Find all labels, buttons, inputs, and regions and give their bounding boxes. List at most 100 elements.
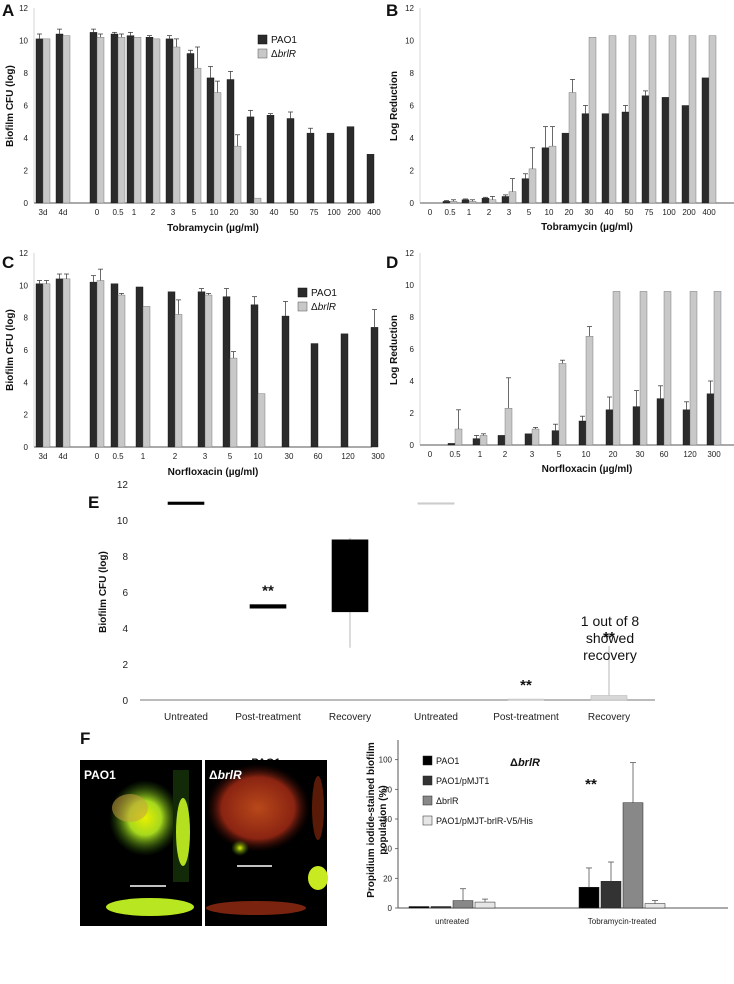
x-tick-label-c-12: 300 bbox=[371, 452, 385, 461]
significance-e-5: ** bbox=[603, 629, 615, 646]
x-axis-title-b: Tobramycin (µg/ml) bbox=[541, 222, 633, 233]
legend-c-brlr-swatch bbox=[297, 301, 308, 312]
x-tick-label-b-5: 5 bbox=[527, 208, 532, 217]
y-tick-label-e-5: 10 bbox=[117, 516, 129, 527]
bar-a-brlr-8 bbox=[213, 92, 222, 204]
x-tick-label-f-1: Tobramycin-treated bbox=[588, 917, 656, 926]
box-e-0 bbox=[167, 501, 205, 505]
x-tick-label-a-16: 400 bbox=[367, 208, 381, 217]
bar-d-pao1-5 bbox=[551, 430, 560, 446]
y-tick-label-b-3: 6 bbox=[410, 102, 415, 111]
bar-d-pao1-1 bbox=[447, 443, 456, 446]
bar-b-pao1-8 bbox=[581, 113, 590, 204]
x-tick-label-d-7: 20 bbox=[609, 450, 618, 459]
bar-c-pao1-10 bbox=[310, 343, 319, 448]
x-tick-label-b-4: 3 bbox=[507, 208, 512, 217]
panel-label-b: B bbox=[386, 1, 398, 20]
panel-label-d: D bbox=[386, 253, 398, 272]
legend-a: PAO1 ΔbrlR bbox=[257, 34, 297, 60]
x-tick-label-a-3: 0.5 bbox=[112, 208, 124, 217]
legend-a-brlr-swatch bbox=[257, 48, 268, 59]
y-tick-label-e-0: 0 bbox=[122, 696, 128, 707]
x-tick-label-a-2: 0 bbox=[95, 208, 100, 217]
panel-label-e: E bbox=[88, 493, 99, 512]
bar-b-pao1-6 bbox=[541, 147, 550, 204]
bar-f-1-0 bbox=[430, 906, 452, 909]
box-e-2 bbox=[331, 539, 369, 613]
x-tick-label-a-9: 20 bbox=[230, 208, 239, 217]
bar-b-pao1-1 bbox=[442, 201, 451, 204]
x-tick-label-c-6: 3 bbox=[203, 452, 208, 461]
x-tick-label-c-0: 3d bbox=[39, 452, 48, 461]
x-tick-label-b-6: 10 bbox=[545, 208, 554, 217]
y-tick-label-f-4: 80 bbox=[383, 785, 392, 794]
y-tick-label-e-1: 2 bbox=[122, 660, 128, 671]
x-tick-label-a-13: 75 bbox=[310, 208, 319, 217]
bar-d-pao1-9 bbox=[656, 398, 665, 446]
panel-label-a: A bbox=[2, 1, 14, 20]
legend-f-label-1: PAO1/pMJT1 bbox=[436, 776, 489, 786]
x-tick-label-b-1: 0.5 bbox=[444, 208, 456, 217]
bar-a-brlr-2 bbox=[96, 37, 105, 204]
bar-f-3-1 bbox=[644, 903, 666, 909]
bar-d-pao1-2 bbox=[472, 438, 481, 446]
y-tick-label-c-0: 0 bbox=[24, 443, 29, 452]
bar-d-brlr-6 bbox=[585, 336, 594, 446]
bar-a-pao1-10 bbox=[246, 116, 255, 204]
bar-d-brlr-11 bbox=[713, 291, 722, 446]
bar-f-2-0 bbox=[452, 900, 474, 909]
chart-propidium-iodide: 0 20 40 60 80 100 untreated Tobramycin-treated *… bbox=[366, 740, 728, 926]
x-tick-label-e-2: Recovery bbox=[329, 712, 371, 723]
x-axis-title-c: Norfloxacin (µg/ml) bbox=[168, 467, 259, 478]
bar-d-pao1-3 bbox=[497, 435, 506, 446]
bar-d-pao1-6 bbox=[578, 420, 587, 446]
legend-a-pao1-swatch bbox=[257, 34, 268, 45]
x-tick-label-f-0: untreated bbox=[435, 917, 469, 926]
y-tick-label-a-4: 8 bbox=[24, 69, 29, 78]
annotation-line-2: showed bbox=[586, 630, 634, 646]
legend-c: PAO1 ΔbrlR bbox=[297, 287, 337, 313]
bar-b-brlr-5 bbox=[528, 168, 537, 204]
box-e-3 bbox=[417, 502, 455, 505]
bar-c-pao1-3 bbox=[110, 283, 119, 448]
legend-f-swatch-3 bbox=[422, 815, 433, 826]
y-tick-label-d-4: 8 bbox=[410, 313, 415, 322]
bar-b-brlr-3 bbox=[488, 199, 497, 204]
bar-c-brlr-2 bbox=[96, 280, 105, 448]
bar-f-3-0 bbox=[474, 901, 496, 909]
bar-c-pao1-9 bbox=[281, 315, 290, 448]
bar-b-brlr-6 bbox=[548, 145, 557, 204]
y-tick-label-b-0: 0 bbox=[410, 199, 415, 208]
bar-c-pao1-11 bbox=[340, 333, 349, 448]
bar-c-brlr-5 bbox=[174, 314, 183, 448]
y-tick-label-c-5: 10 bbox=[19, 281, 28, 290]
x-tick-label-c-4: 1 bbox=[141, 452, 146, 461]
y-tick-label-f-5: 100 bbox=[379, 756, 393, 765]
y-tick-label-f-1: 20 bbox=[383, 874, 392, 883]
bar-b-brlr-2 bbox=[468, 201, 477, 204]
y-tick-label-b-2: 4 bbox=[410, 134, 415, 143]
bar-c-pao1-8 bbox=[250, 304, 259, 448]
y-tick-label-e-2: 4 bbox=[122, 624, 128, 635]
bar-b-brlr-9 bbox=[608, 35, 617, 204]
bar-c-brlr-3 bbox=[117, 294, 126, 448]
y-tick-label-c-6: 12 bbox=[19, 249, 28, 258]
x-tick-label-a-15: 200 bbox=[347, 208, 361, 217]
bar-d-brlr-5 bbox=[558, 363, 567, 446]
bar-b-brlr-12 bbox=[668, 35, 677, 204]
annotation-line-3: recovery bbox=[583, 647, 637, 663]
legend-f-label-0: PAO1 bbox=[436, 756, 459, 766]
bar-b-pao1-11 bbox=[641, 95, 650, 204]
y-tick-label-a-2: 4 bbox=[24, 134, 29, 143]
bar-b-pao1-12 bbox=[661, 97, 670, 204]
x-tick-label-b-10: 50 bbox=[625, 208, 634, 217]
y-tick-label-a-0: 0 bbox=[24, 199, 29, 208]
panel-label-f: F bbox=[80, 729, 90, 748]
significance-e-1: ** bbox=[262, 582, 274, 599]
y-axis-title-f-line-1: Propidium iodide-stained biofilm bbox=[366, 742, 377, 898]
x-tick-label-b-2: 1 bbox=[467, 208, 472, 217]
legend-f-swatch-1 bbox=[422, 775, 433, 786]
bar-b-brlr-10 bbox=[628, 35, 637, 204]
